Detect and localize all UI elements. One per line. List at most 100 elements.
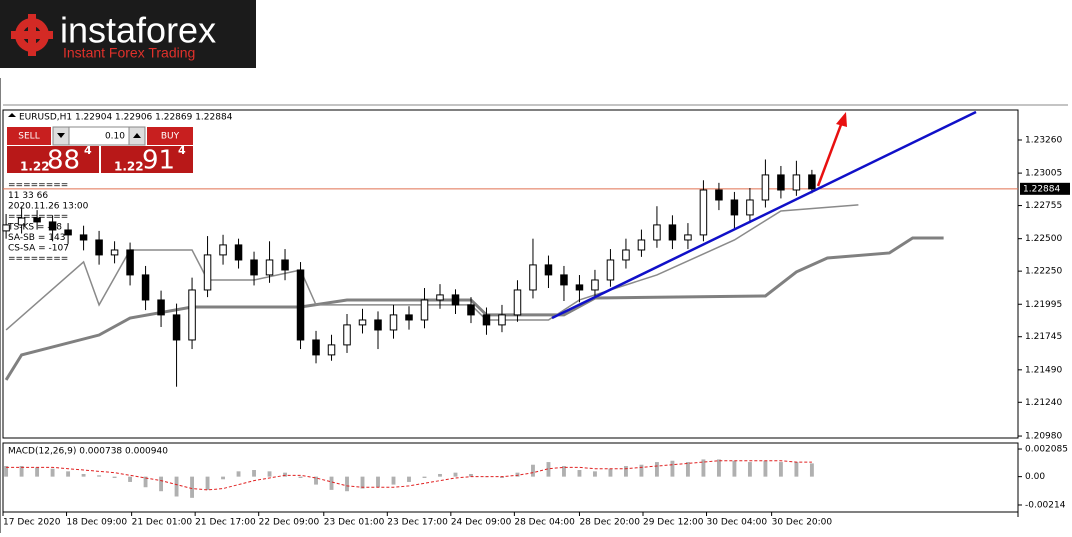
macd-bar xyxy=(685,462,690,477)
x-tick-label: 28 Dec 20:00 xyxy=(579,518,640,528)
macd-bar xyxy=(778,462,783,477)
macd-bar xyxy=(66,471,71,477)
macd-bar xyxy=(50,468,55,477)
candle-body xyxy=(482,314,491,326)
y-tick-label: 1.22250 xyxy=(1025,267,1062,277)
macd-bar xyxy=(35,467,40,477)
candle-body xyxy=(591,279,599,291)
buy-label: BUY xyxy=(161,132,180,142)
candle-body xyxy=(250,259,258,276)
macd-panel xyxy=(2,442,1019,513)
macd-bar xyxy=(174,476,179,497)
candle-body xyxy=(668,224,677,241)
candle-body xyxy=(761,174,770,201)
sell-price-box[interactable] xyxy=(7,146,99,173)
candle-body xyxy=(110,249,119,256)
macd-bar xyxy=(438,473,442,477)
y-tick-label: 1.23260 xyxy=(1025,135,1062,145)
candle-body xyxy=(203,254,212,291)
price-label-box xyxy=(1020,182,1070,195)
macd-bar xyxy=(562,466,566,477)
main-panel xyxy=(2,109,1019,439)
candle-body xyxy=(405,314,413,321)
sell-big: 1.22 xyxy=(20,160,50,174)
candle-body xyxy=(33,217,41,223)
y-tick-label: 1.21745 xyxy=(1025,332,1062,342)
candle-body xyxy=(467,304,475,316)
macd-bar xyxy=(407,476,411,482)
candle-body xyxy=(141,274,150,301)
candle-body xyxy=(312,339,320,356)
candle-body xyxy=(436,294,444,301)
x-tick-label: 17 Dec 2020 xyxy=(3,518,61,528)
lot-value: 0.10 xyxy=(105,132,125,142)
trend-line xyxy=(551,110,977,320)
y-tick-label: 1.20980 xyxy=(1025,432,1062,442)
macd-bar xyxy=(376,476,380,488)
macd-bar xyxy=(252,470,256,477)
candle-body xyxy=(64,229,72,236)
candle-body xyxy=(234,244,243,261)
info-line: CS-SA = -107 xyxy=(8,244,69,254)
forecast-arrow xyxy=(816,121,844,187)
arrow-head xyxy=(836,112,847,127)
macd-bar xyxy=(329,476,334,490)
macd-bar xyxy=(469,473,473,477)
candle-body xyxy=(606,259,615,281)
macd-bar xyxy=(716,459,721,477)
macd-bar xyxy=(221,476,225,480)
macd-bar xyxy=(593,471,597,477)
candle-body xyxy=(746,199,754,216)
macd-bar xyxy=(639,464,644,477)
info-line: ======== xyxy=(8,212,68,222)
collapse-icon xyxy=(8,113,16,117)
candle-body xyxy=(715,189,723,201)
macd-bar xyxy=(453,472,458,477)
y-tick-label: 1.21995 xyxy=(1025,300,1062,310)
macd-bar xyxy=(624,466,628,477)
info-line: ======== xyxy=(8,181,68,191)
macd-bar xyxy=(422,476,427,478)
candle-body xyxy=(95,239,103,256)
candle-body xyxy=(792,174,801,191)
macd-bar xyxy=(19,466,24,477)
macd-bar xyxy=(143,476,148,488)
macd-bar xyxy=(515,472,520,477)
candle-body xyxy=(513,289,522,316)
macd-bar xyxy=(391,476,396,485)
buy-big: 1.22 xyxy=(114,160,144,174)
macd-bar xyxy=(670,460,675,477)
candle-body xyxy=(389,314,398,331)
indicator-line xyxy=(5,204,859,331)
x-tick-label: 30 Dec 20:00 xyxy=(772,518,833,528)
x-tick-label: 24 Dec 09:00 xyxy=(451,518,512,528)
candle-body xyxy=(420,299,429,321)
x-tick-label: 29 Dec 12:00 xyxy=(643,518,704,528)
candle-body xyxy=(699,189,708,236)
macd-bar xyxy=(732,460,737,477)
chart-header: EURUSD,H1 1.22904 1.22906 1.22869 1.2288… xyxy=(19,113,233,123)
candle-body xyxy=(48,221,57,231)
macd-bar xyxy=(763,460,768,477)
candle-body xyxy=(296,269,305,341)
x-tick-label: 21 Dec 17:00 xyxy=(195,518,256,528)
macd-bar xyxy=(159,476,163,492)
sell-button[interactable] xyxy=(7,127,51,145)
y-tick-label: 1.22755 xyxy=(1025,201,1062,211)
macd-bar xyxy=(360,476,365,489)
candle-body xyxy=(17,217,26,226)
candle-body xyxy=(560,274,568,286)
macd-tick-label: -0.00214 xyxy=(1025,500,1066,510)
candle-body xyxy=(265,259,274,276)
y-tick-label: 1.23005 xyxy=(1025,169,1062,179)
buy-button[interactable] xyxy=(147,127,193,145)
buy-price-box[interactable] xyxy=(101,146,193,173)
macd-bar xyxy=(81,473,86,477)
candle-body xyxy=(529,264,537,291)
x-tick-label: 21 Dec 01:00 xyxy=(132,518,193,528)
macd-bar xyxy=(701,459,706,477)
macd-bar xyxy=(283,472,287,477)
macd-bar xyxy=(345,476,349,492)
candle-body xyxy=(622,249,630,261)
candle-body xyxy=(343,324,351,346)
